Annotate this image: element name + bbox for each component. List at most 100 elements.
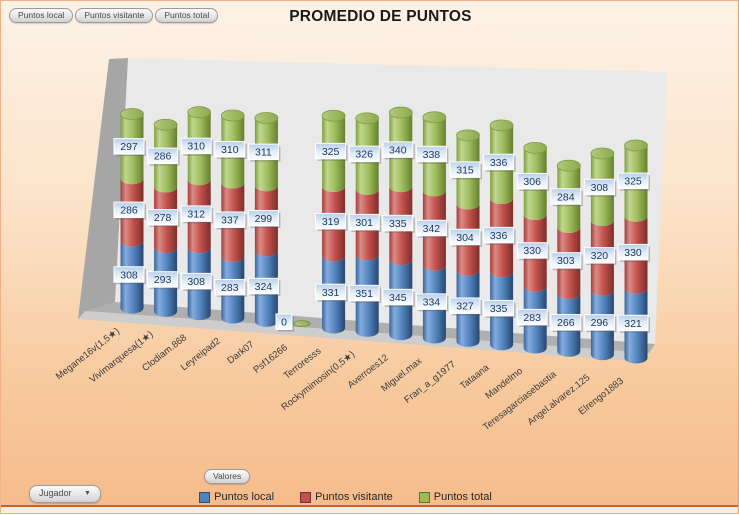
cylinder-cap [590,147,615,160]
axis-field-button[interactable]: Jugador ▼ [29,485,101,503]
legend-label: Puntos total [433,491,492,503]
data-label: 325 [617,172,650,191]
data-label: 283 [516,308,550,327]
svg-text:320: 320 [591,250,609,262]
data-label: 278 [147,209,180,228]
svg-text:0: 0 [281,316,287,328]
values-field-button[interactable]: Valores [204,469,251,484]
data-label: 330 [617,243,650,262]
svg-text:337: 337 [221,214,239,226]
bar-column [293,320,311,328]
cylinder-cap [120,108,144,120]
data-label: 324 [247,277,281,296]
data-label: 312 [180,205,214,224]
data-label: 338 [415,145,449,164]
svg-text:330: 330 [624,247,642,259]
data-label: 284 [550,188,583,207]
cylinder-cap [388,106,413,119]
axis-field-label: Jugador [39,488,72,498]
legend-swatch-blue [199,491,211,503]
svg-text:283: 283 [221,282,239,294]
svg-text:345: 345 [389,292,407,304]
legend-item-puntos-local: Puntos local [199,491,274,503]
cylinder-cap [254,112,279,124]
data-label: 315 [449,161,482,180]
data-label: 304 [449,228,482,247]
data-label: 299 [247,209,281,228]
cylinder-cap [187,106,212,119]
cylinder-cap [456,129,480,142]
category-label: Dark07 [225,339,256,367]
data-label: 293 [147,271,180,290]
svg-text:311: 311 [255,147,272,159]
data-label: 321 [617,314,650,333]
svg-text:324: 324 [255,281,273,293]
data-label: 266 [550,314,583,333]
field-button-puntos-local[interactable]: Puntos local [9,8,74,23]
data-label: 342 [415,219,449,238]
category-label: Megane16v(1,5★) [54,326,122,383]
data-label: 331 [315,283,348,302]
cylinder-cap [489,119,514,132]
svg-text:342: 342 [423,223,441,235]
chart-title: PROMEDIO DE PUNTOS [289,8,472,25]
svg-text:296: 296 [591,317,609,329]
data-label: 334 [415,293,449,312]
cylinder-cap [422,111,447,124]
field-button-puntos-visitante[interactable]: Puntos visitante [75,8,154,23]
data-label: 310 [214,141,247,160]
field-button-puntos-total[interactable]: Puntos total [155,8,219,23]
svg-text:293: 293 [154,274,172,286]
data-label: 325 [315,142,348,161]
svg-text:336: 336 [490,157,508,169]
legend-item-puntos-visitante: Puntos visitante [300,491,393,503]
category-label: Rockymimosin(0,5★) [280,349,358,413]
cylinder-cap [220,109,245,122]
data-label: 286 [113,201,146,220]
cylinder-cap [624,139,648,152]
svg-text:310: 310 [221,144,239,156]
data-label: 308 [113,266,146,285]
svg-text:334: 334 [423,296,441,308]
svg-text:299: 299 [255,213,273,225]
svg-text:310: 310 [187,141,205,153]
svg-text:325: 325 [624,176,642,188]
data-label: 296 [583,314,617,333]
data-label: 335 [483,299,516,318]
data-label: 330 [516,242,550,261]
svg-text:286: 286 [120,205,138,217]
svg-text:284: 284 [557,191,575,203]
chart-legend: Puntos local Puntos visitante Puntos tot… [0,491,714,503]
svg-text:340: 340 [389,144,407,156]
bottom-border-strip [1,505,738,513]
svg-text:315: 315 [456,164,474,176]
legend-item-puntos-total: Puntos total [418,491,492,503]
data-label: 340 [382,141,415,160]
data-label: 336 [483,226,516,245]
svg-text:326: 326 [355,149,373,161]
data-label: 319 [315,212,348,231]
svg-text:306: 306 [523,176,541,188]
legend-swatch-red [300,491,312,503]
series-field-buttons: Puntos local Puntos visitante Puntos tot… [9,8,219,23]
cylinder-cap [556,159,581,172]
svg-text:297: 297 [120,141,138,153]
svg-text:319: 319 [322,216,340,228]
cylinder-cap [153,118,178,131]
svg-text:286: 286 [154,151,172,163]
data-label: 311 [247,143,281,162]
category-label: Teresagarciasebastia [481,369,559,433]
cylinder-cap [355,112,380,125]
svg-text:283: 283 [523,312,541,324]
svg-text:325: 325 [322,146,340,158]
legend-swatch-green [418,491,430,503]
cylinder-cap [321,109,346,122]
svg-text:312: 312 [187,208,205,220]
legend-label: Puntos visitante [315,491,393,503]
data-label: 297 [113,138,146,157]
svg-text:331: 331 [322,287,340,299]
data-label: 345 [382,288,415,307]
data-label: 327 [449,297,482,316]
